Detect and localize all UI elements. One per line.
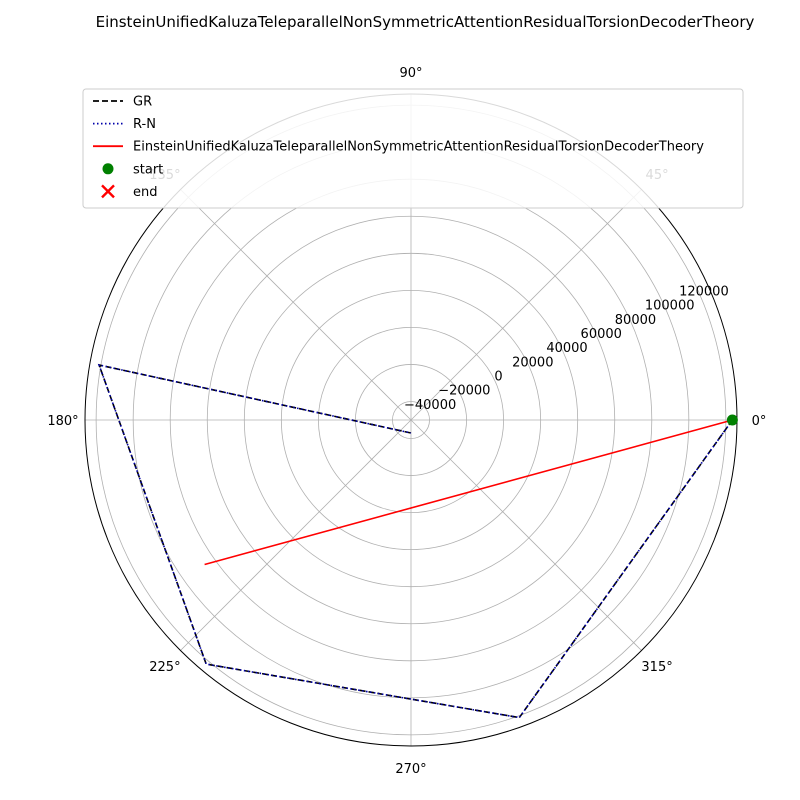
series-line-0 [97,363,734,719]
angle-tick-label: 0° [752,414,767,429]
series-layer [97,363,738,719]
angular-gridline [410,419,642,651]
radial-tick-label: 40000 [546,341,587,356]
legend-label: end [133,185,158,200]
radial-tick-label: 60000 [581,327,622,342]
angle-tick-label: 180° [47,414,78,429]
angle-tick-label: 315° [641,660,672,675]
radial-tick-label: −40000 [404,398,456,413]
angle-tick-label: 270° [395,762,426,777]
angular-gridline [180,419,412,651]
angle-tick-label: 90° [399,66,422,81]
legend: GR R-N EinsteinUnifiedKaluzaTeleparallelNo… [82,88,744,209]
legend-box [82,88,744,209]
legend-label: R-N [133,117,156,132]
radial-tick-label: 20000 [512,355,553,370]
series-line-2 [204,419,733,566]
legend-label: GR [133,95,152,110]
legend-marker-start [102,163,114,175]
radial-tick-label: 80000 [615,313,656,328]
chart-title: EinsteinUnifiedKaluzaTeleparallelNonSymm… [96,13,755,31]
angular-gridline [410,189,642,421]
legend-label: start [133,162,163,177]
radial-tick-label: 100000 [645,299,695,314]
radial-tick-label: 120000 [679,284,729,299]
angle-tick-label: 225° [149,660,180,675]
legend-marker-end [101,184,115,199]
legend-label: EinsteinUnifiedKaluzaTeleparallelNonSymm… [133,140,704,155]
radial-tick-label: 0 [494,370,502,385]
series-line-1 [97,363,734,719]
angular-gridline [180,189,412,421]
radial-tick-label: −20000 [438,384,490,399]
marker-start [726,414,738,426]
